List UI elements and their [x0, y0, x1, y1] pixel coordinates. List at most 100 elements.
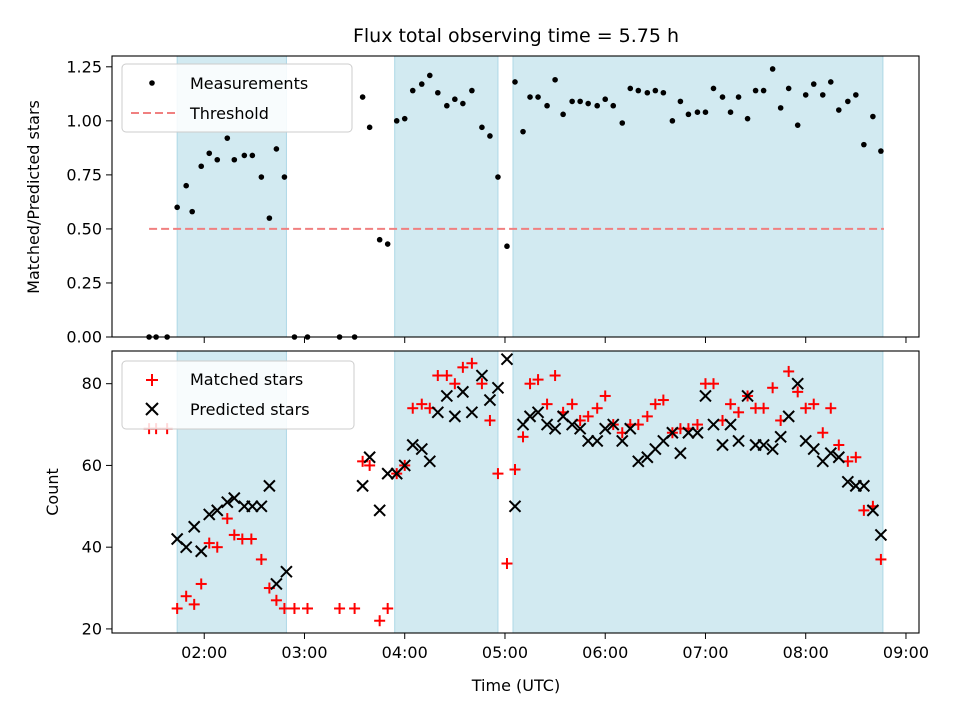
predicted-star-point-16	[373, 504, 386, 517]
top-y-tick-label-5: 1.25	[66, 57, 102, 76]
matched-star-point-6	[195, 578, 207, 590]
predicted-star-point-43	[599, 422, 612, 435]
predicted-star-point-64	[774, 430, 787, 444]
measurement-point-16	[281, 174, 288, 180]
measurement-point-14	[266, 215, 273, 221]
bottom-y-tick-label-0: 20	[82, 619, 102, 638]
predicted-star-point-55	[699, 389, 712, 403]
measurement-point-80	[853, 92, 859, 98]
matched-star-point-75	[808, 398, 820, 410]
legend-predicted-stars-marker	[145, 402, 159, 416]
matched-star-point-49	[591, 402, 603, 414]
measurement-point-55	[644, 89, 651, 96]
matched-star-point-28	[416, 398, 428, 410]
top-y-tick-label-1: 0.25	[66, 273, 102, 292]
legend-predicted-stars-label: Predicted stars	[190, 400, 310, 419]
matched-star-point-16	[278, 602, 290, 614]
top-legend-box	[121, 63, 353, 133]
matched-star-point-40	[517, 431, 529, 443]
predicted-star-point-30	[491, 381, 505, 394]
matched-star-point-4	[180, 590, 192, 602]
predicted-star-point-47	[632, 455, 645, 468]
predicted-star-point-28	[475, 369, 489, 382]
measurement-point-67	[744, 115, 751, 122]
measurement-point-78	[836, 107, 842, 113]
measurement-point-56	[652, 87, 659, 94]
predicted-star-point-15	[363, 451, 376, 464]
matched-star-point-57	[657, 394, 669, 406]
measurement-point-43	[544, 102, 550, 109]
predicted-star-point-34	[523, 410, 537, 423]
measurement-point-5	[189, 208, 195, 215]
predicted-star-point-71	[832, 451, 846, 464]
predicted-star-point-39	[565, 418, 579, 431]
measurement-point-8	[214, 156, 221, 163]
matched-star-point-27	[407, 402, 419, 414]
measurement-point-32	[452, 96, 458, 103]
measurement-point-51	[610, 102, 617, 109]
measurement-point-41	[527, 94, 533, 100]
predicted-star-point-13	[280, 565, 293, 578]
measurement-point-59	[677, 98, 684, 105]
top-y-axis-label: Matched/Predicted stars	[24, 100, 43, 294]
predicted-star-point-6	[221, 496, 234, 509]
predicted-star-point-24	[440, 389, 454, 403]
measurement-point-10	[231, 156, 238, 163]
matched-star-point-61	[691, 419, 703, 431]
measurement-point-62	[702, 109, 709, 115]
predicted-star-point-59	[732, 434, 745, 448]
top-y-tick-label-2: 0.50	[66, 219, 102, 238]
predicted-star-point-1	[179, 540, 193, 554]
measurement-point-24	[384, 241, 391, 247]
predicted-star-point-29	[483, 393, 497, 407]
measurement-point-45	[560, 111, 566, 118]
matched-star-point-35	[476, 378, 488, 390]
bottom-star-count-points	[143, 352, 888, 627]
predicted-star-point-68	[807, 442, 820, 456]
matched-star-point-81	[858, 504, 870, 516]
matched-star-point-55	[641, 410, 653, 422]
predicted-star-point-74	[857, 479, 871, 493]
matched-star-point-48	[582, 410, 594, 422]
matched-star-point-78	[833, 439, 845, 451]
predicted-star-point-25	[448, 410, 462, 423]
measurement-point-28	[418, 81, 425, 87]
legend-measurements-label: Measurements	[190, 74, 308, 93]
predicted-star-point-9	[246, 500, 259, 513]
predicted-star-point-56	[707, 418, 720, 431]
predicted-star-point-5	[211, 504, 224, 517]
matched-star-point-9	[221, 513, 233, 525]
matched-star-point-76	[817, 427, 829, 439]
x-tick-label-6: 08:00	[783, 643, 829, 662]
predicted-star-point-2	[187, 520, 201, 533]
measurement-point-66	[735, 94, 742, 100]
measurement-point-39	[512, 79, 518, 85]
top-shaded-interval-2	[512, 55, 884, 338]
predicted-star-point-21	[415, 442, 428, 456]
measurement-point-44	[552, 76, 558, 83]
measurement-point-48	[585, 100, 591, 107]
matched-star-point-80	[850, 451, 862, 463]
predicted-star-point-10	[255, 500, 268, 513]
top-shaded-interval-1	[394, 55, 499, 338]
predicted-star-point-44	[607, 418, 620, 431]
predicted-star-point-7	[228, 491, 241, 505]
matched-star-point-15	[270, 594, 282, 606]
matched-star-point-18	[301, 602, 313, 614]
x-axis-label: Time (UTC)	[471, 676, 560, 695]
predicted-star-point-20	[406, 438, 419, 452]
predicted-star-point-51	[666, 426, 679, 439]
predicted-star-point-3	[195, 545, 208, 558]
matched-star-point-46	[566, 398, 578, 410]
predicted-star-point-46	[624, 422, 637, 435]
measurement-point-38	[504, 243, 510, 250]
x-tick-label-2: 04:00	[382, 643, 428, 662]
predicted-star-point-27	[465, 406, 479, 419]
predicted-star-point-41	[581, 434, 595, 448]
predicted-star-point-26	[456, 385, 470, 399]
x-tick-label-7: 09:00	[883, 643, 929, 662]
predicted-star-point-36	[540, 418, 554, 431]
measurement-point-72	[785, 85, 792, 92]
matched-star-point-33	[457, 361, 469, 373]
